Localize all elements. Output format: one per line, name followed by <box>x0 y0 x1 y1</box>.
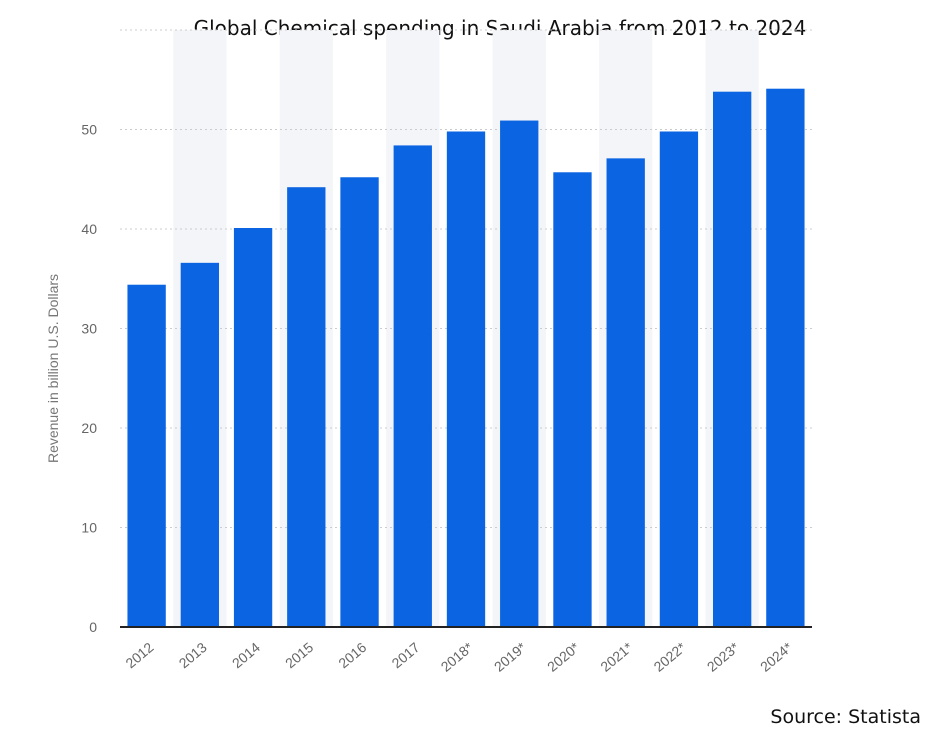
x-tick-label: 2018* <box>438 639 477 675</box>
bar-2014 <box>233 228 273 627</box>
y-axis-title: Revenue in billion U.S. Dollars <box>45 274 61 463</box>
bar-2013 <box>180 262 220 627</box>
y-tick-label: 10 <box>81 520 97 536</box>
bar-2021-forecast <box>606 158 645 628</box>
bars <box>127 88 805 628</box>
x-tick-label: 2023* <box>704 639 743 675</box>
bar-2019-forecast <box>500 120 539 628</box>
x-tick-label: 2020* <box>544 639 583 675</box>
bar-2016 <box>340 177 379 627</box>
y-tick-label: 40 <box>81 221 97 237</box>
x-tick-label: 2021* <box>597 639 636 675</box>
bar-2012 <box>127 284 166 627</box>
x-tick-label: 2022* <box>651 639 690 675</box>
x-tick-label: 2013 <box>176 639 210 671</box>
x-tick-label: 2015 <box>282 639 316 671</box>
x-tick-label: 2017 <box>389 639 423 671</box>
bar-2022-forecast <box>659 131 699 628</box>
x-tick-label: 2012 <box>122 639 156 671</box>
x-tick-label: 2014 <box>229 639 263 671</box>
bar-2024-forecast <box>766 88 805 627</box>
bar-2023-forecast <box>712 91 752 627</box>
y-tick-label: 50 <box>81 122 97 138</box>
bar-2015 <box>287 187 326 627</box>
bar-2018-forecast <box>446 131 486 628</box>
x-tick-label: 2019* <box>491 639 530 675</box>
bar-2017 <box>393 145 432 628</box>
y-tick-label: 30 <box>81 321 97 337</box>
x-axis-ticks: 2012 2013 2014 2015 2016 2017 2018* 2019* 2020* 2… <box>122 639 795 675</box>
source-note: Source: Statista <box>770 706 921 728</box>
y-tick-label: 20 <box>81 420 97 436</box>
x-tick-label: 2016 <box>335 639 369 671</box>
x-tick-label: 2024* <box>757 639 796 675</box>
bar-2020-forecast <box>553 172 592 627</box>
y-axis-ticks: 0 10 20 30 40 50 <box>81 122 97 636</box>
y-tick-label: 0 <box>89 619 97 635</box>
